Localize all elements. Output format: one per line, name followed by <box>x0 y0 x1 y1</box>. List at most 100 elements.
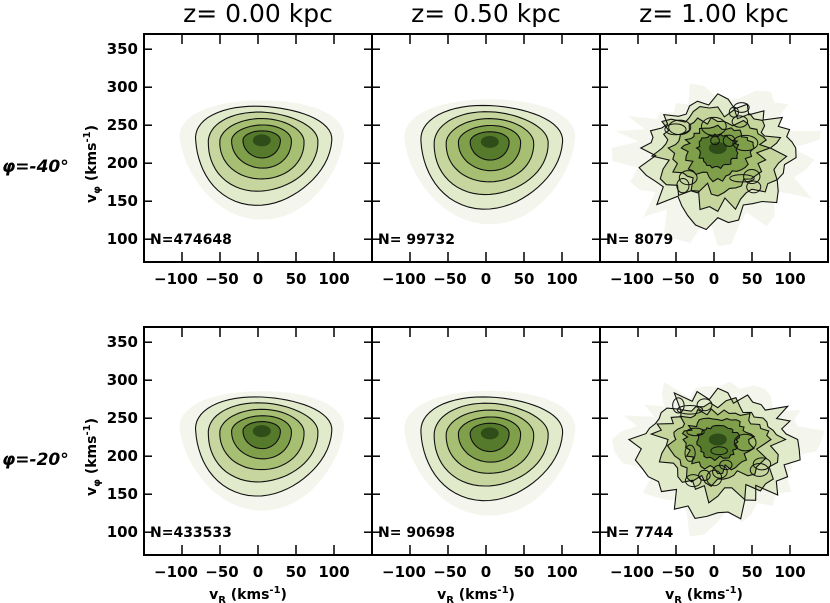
row-label: φ=-40° <box>2 157 69 177</box>
y-tick-label: 300 <box>107 371 138 389</box>
x-tick-label: 100 <box>546 270 577 288</box>
y-tick-label: 350 <box>107 333 138 351</box>
contour-line <box>712 464 728 479</box>
x-tick-label: 50 <box>286 563 307 581</box>
x-tick-label: 0 <box>709 563 719 581</box>
contour-line <box>420 396 564 502</box>
x-tick-label: −100 <box>154 563 198 581</box>
contour-line <box>242 130 281 159</box>
contour-line <box>676 178 690 194</box>
contour-line <box>681 417 756 475</box>
x-tick-label: 0 <box>253 270 263 288</box>
x-tick-label: 50 <box>286 270 307 288</box>
contour-line <box>729 174 755 183</box>
y-tick-label: 200 <box>107 447 138 465</box>
x-axis-label: vR (kms-1) <box>209 585 287 603</box>
contour-line <box>231 415 292 460</box>
count-label: N=474648 <box>150 232 232 248</box>
contour-line <box>706 469 723 487</box>
contour-line <box>649 397 787 504</box>
x-tick-label: −100 <box>382 563 426 581</box>
x-tick-label: 100 <box>318 270 349 288</box>
contour-line <box>194 396 333 497</box>
contour-line <box>722 134 736 147</box>
y-tick-label: 300 <box>107 78 138 96</box>
contour-line <box>680 124 755 183</box>
x-tick-label: −50 <box>205 270 238 288</box>
contour-line <box>732 134 759 152</box>
contour-line <box>457 124 522 172</box>
contour-line <box>219 408 305 471</box>
contour-line <box>728 106 740 118</box>
contour-line <box>700 116 727 136</box>
density-peak <box>480 135 499 148</box>
y-tick-label: 250 <box>107 409 138 427</box>
contour-line <box>469 131 510 161</box>
contour-line <box>684 444 696 462</box>
contour-line <box>433 111 549 196</box>
contour-line <box>696 424 740 462</box>
panel: −100 −50 0 50 100 N= 8079 <box>599 33 829 288</box>
panels: −100 −50 0 50 100 100 150 200 250 300 350 vφ (kms-1… <box>82 33 829 603</box>
contour-line <box>695 133 740 170</box>
contour-line <box>219 117 305 180</box>
y-tick-label: 350 <box>107 40 138 58</box>
x-tick-label: 100 <box>774 270 805 288</box>
x-tick-label: −50 <box>661 563 694 581</box>
x-tick-label: 0 <box>481 563 491 581</box>
contour-line <box>678 170 698 186</box>
x-tick-label: −50 <box>205 563 238 581</box>
panel: −100 −50 0 50 100 N= 99732 <box>371 33 601 288</box>
contour-line <box>710 446 728 456</box>
count-label: N= 8079 <box>606 232 673 248</box>
column-title: z= 0.50 kpc <box>411 0 561 28</box>
contour-line <box>710 135 720 146</box>
x-tick-label: −100 <box>154 270 198 288</box>
panel: −100 −50 0 50 100 100 150 200 250 300 350 vφ (kms-1… <box>82 33 373 288</box>
contour-line <box>469 422 510 453</box>
density-peak <box>252 134 271 147</box>
x-tick-label: 50 <box>514 270 535 288</box>
x-tick-label: 50 <box>742 563 763 581</box>
column-title: z= 0.00 kpc <box>183 0 333 28</box>
contour-line <box>457 416 522 463</box>
contour-line <box>627 387 801 520</box>
density-peak <box>252 425 271 438</box>
row-labels: φ=-40° φ=-20° <box>2 157 69 470</box>
y-axis-label: vφ (kms-1) <box>82 125 103 203</box>
y-tick-label: 150 <box>107 485 138 503</box>
contour-line <box>696 398 713 412</box>
contour-line <box>698 469 711 481</box>
count-label: N= 99732 <box>378 232 455 248</box>
contour-line <box>733 433 757 452</box>
count-label: N=433533 <box>150 525 232 541</box>
contour-line <box>194 105 333 206</box>
x-tick-label: −100 <box>610 563 654 581</box>
row-label: φ=-20° <box>2 450 69 470</box>
contour-line <box>207 402 319 483</box>
contour-line <box>231 124 292 169</box>
contour-line <box>752 457 772 471</box>
y-tick-label: 200 <box>107 154 138 172</box>
contour-line <box>667 116 772 197</box>
contour-line <box>731 115 749 128</box>
contour-line <box>686 427 705 437</box>
density-peak <box>480 427 499 440</box>
x-tick-label: 50 <box>742 270 763 288</box>
x-tick-label: −50 <box>433 270 466 288</box>
contour-line <box>242 421 281 450</box>
contour-line <box>445 118 535 183</box>
x-tick-label: −100 <box>382 270 426 288</box>
panel: −100 −50 0 50 100 vR (kms-1) N= 90698 <box>371 326 601 603</box>
y-tick-label: 100 <box>107 523 138 541</box>
density-peak <box>708 433 727 446</box>
x-tick-label: −50 <box>661 270 694 288</box>
contour-line <box>664 123 687 136</box>
contour-line <box>207 111 319 192</box>
count-label: N= 7744 <box>606 525 674 541</box>
x-tick-label: 100 <box>546 563 577 581</box>
density-peak <box>708 142 727 154</box>
y-axis-label: vφ (kms-1) <box>82 418 103 496</box>
x-tick-label: 100 <box>318 563 349 581</box>
y-tick-label: 150 <box>107 192 138 210</box>
